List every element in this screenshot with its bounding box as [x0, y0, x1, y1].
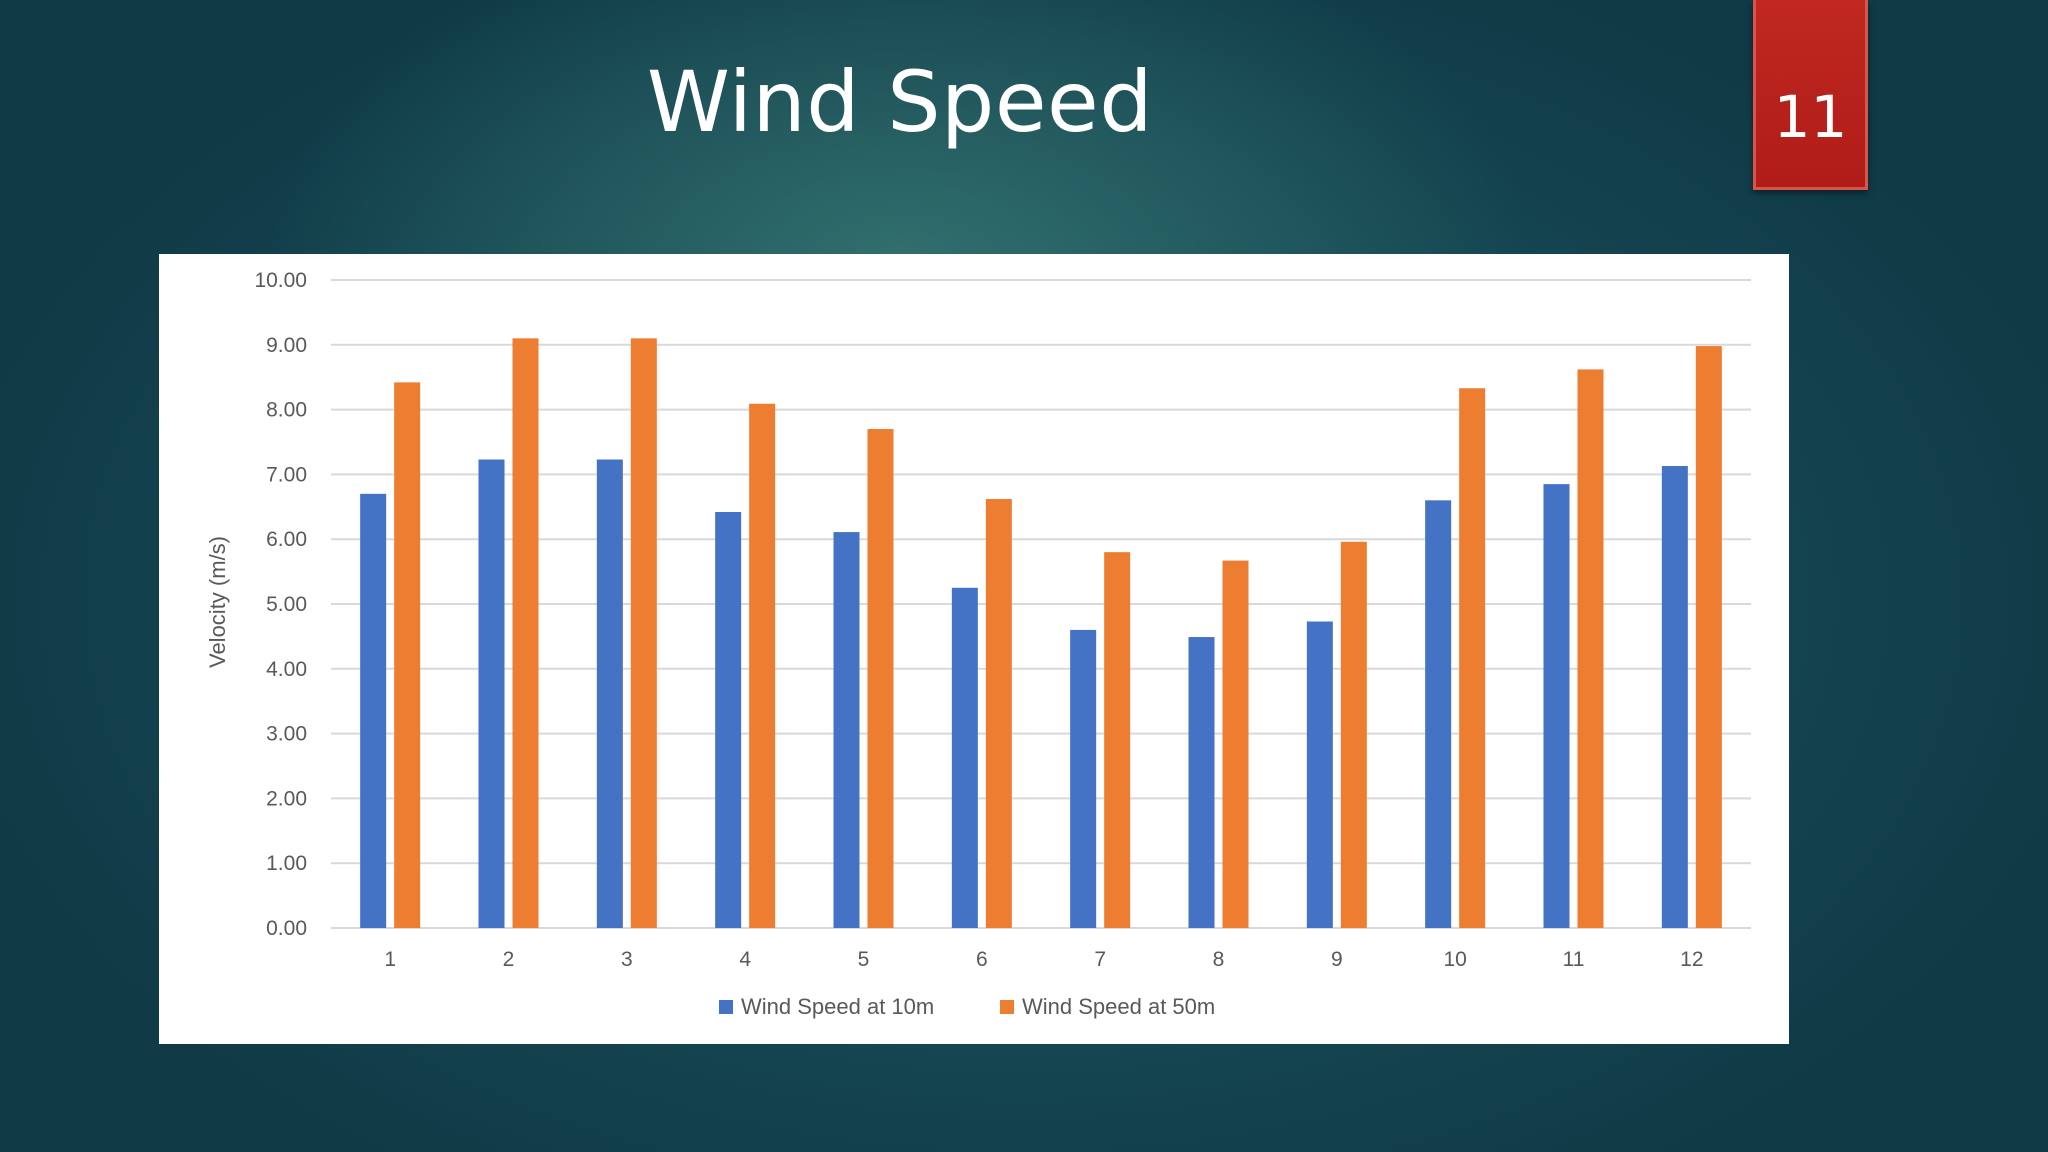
- y-axis-title: Velocity (m/s): [205, 536, 230, 668]
- legend-swatch: [1000, 1000, 1014, 1014]
- slide-title: Wind Speed: [646, 53, 1154, 151]
- x-tick-label: 1: [384, 948, 396, 971]
- x-tick-label: 3: [621, 948, 633, 971]
- y-tick-label: 4.00: [266, 658, 307, 681]
- bar-wind-speed-50m: [1695, 346, 1722, 928]
- bar-wind-speed-10m: [360, 493, 387, 928]
- x-tick-label: 11: [1563, 948, 1585, 971]
- bar-wind-speed-50m: [1459, 388, 1486, 928]
- bar-wind-speed-50m: [1222, 560, 1249, 928]
- y-tick-label: 9.00: [266, 334, 307, 357]
- wind-speed-chart: 0.00 1.00 2.00 3.00 4.00 5.00 6.00 7.00 8.00 9.00…: [205, 269, 1751, 1019]
- y-tick-label: 7.00: [266, 463, 307, 486]
- bar-wind-speed-50m: [1104, 552, 1131, 928]
- bar-wind-speed-50m: [867, 429, 894, 928]
- x-tick-label: 10: [1443, 948, 1466, 971]
- bar-wind-speed-10m: [1543, 484, 1570, 928]
- bar-wind-speed-10m: [833, 532, 860, 928]
- bar-wind-speed-10m: [715, 511, 742, 928]
- bar-wind-speed-50m: [512, 338, 539, 928]
- slide-number-badge: 11: [1753, 0, 1868, 190]
- y-tick-label: 3.00: [266, 723, 307, 746]
- legend: Wind Speed at 10m Wind Speed at 50m: [719, 994, 1215, 1019]
- y-tick-label: 6.00: [266, 528, 307, 551]
- x-tick-label: 6: [976, 948, 988, 971]
- legend-label: Wind Speed at 10m: [741, 994, 934, 1019]
- bar-wind-speed-50m: [1340, 541, 1367, 928]
- y-tick-label: 1.00: [266, 852, 307, 875]
- x-tick-label: 8: [1213, 948, 1225, 971]
- y-axis-tick-labels: 0.00 1.00 2.00 3.00 4.00 5.00 6.00 7.00 8.00 9.00…: [254, 269, 307, 940]
- y-tick-label: 10.00: [254, 269, 307, 292]
- y-tick-label: 5.00: [266, 593, 307, 616]
- legend-label: Wind Speed at 50m: [1022, 994, 1215, 1019]
- x-tick-label: 12: [1680, 948, 1703, 971]
- bar-wind-speed-10m: [1661, 465, 1688, 928]
- x-tick-label: 4: [739, 948, 751, 971]
- bar-wind-speed-10m: [1188, 637, 1215, 928]
- bar-wind-speed-50m: [394, 382, 421, 928]
- bar-wind-speed-50m: [749, 403, 776, 928]
- bar-wind-speed-50m: [1577, 369, 1604, 928]
- legend-swatch: [719, 1000, 733, 1014]
- x-tick-label: 9: [1331, 948, 1343, 971]
- bar-wind-speed-10m: [951, 587, 978, 928]
- bar-wind-speed-10m: [478, 459, 505, 928]
- bar-wind-speed-50m: [630, 338, 657, 928]
- bar-wind-speed-10m: [1070, 629, 1097, 928]
- bar-wind-speed-50m: [985, 499, 1012, 928]
- y-tick-label: 8.00: [266, 399, 307, 422]
- gridlines: [331, 279, 1751, 929]
- bar-wind-speed-10m: [1306, 621, 1333, 928]
- bar-wind-speed-10m: [596, 459, 623, 928]
- bar-wind-speed-10m: [1425, 500, 1452, 928]
- x-axis-tick-labels: 1 2 3 4 5 6 7 8 9 10 11 12: [384, 948, 1703, 971]
- bars: [360, 338, 1722, 928]
- x-tick-label: 2: [503, 948, 515, 971]
- y-tick-label: 0.00: [266, 917, 307, 940]
- y-tick-label: 2.00: [266, 787, 307, 810]
- x-tick-label: 7: [1094, 948, 1106, 971]
- x-tick-label: 5: [858, 948, 870, 971]
- chart-panel: 0.00 1.00 2.00 3.00 4.00 5.00 6.00 7.00 8.00 9.00…: [159, 254, 1789, 1044]
